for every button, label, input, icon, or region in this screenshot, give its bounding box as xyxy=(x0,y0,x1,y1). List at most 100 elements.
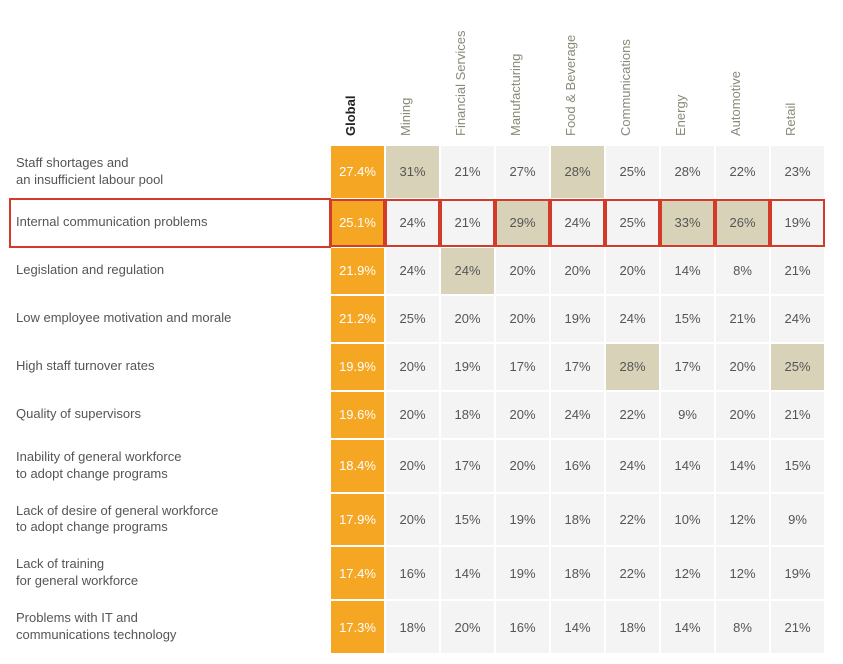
row-label: High staff turnover rates xyxy=(10,343,330,391)
column-header-label: Communications xyxy=(618,39,633,136)
data-cell: 18% xyxy=(386,601,439,653)
row-label: Internal communication problems xyxy=(10,199,330,247)
data-cell: 14% xyxy=(661,601,714,653)
data-cell: 25% xyxy=(606,146,659,198)
data-cell: 8% xyxy=(716,601,769,653)
data-cell: 22% xyxy=(606,547,659,599)
column-header-label: Global xyxy=(343,96,358,136)
data-cell: 20% xyxy=(386,392,439,438)
data-cell: 25% xyxy=(771,344,824,390)
row-label: Legislation and regulation xyxy=(10,247,330,295)
data-cell: 19.9% xyxy=(331,344,384,390)
data-cell: 20% xyxy=(716,344,769,390)
data-cell: 20% xyxy=(496,392,549,438)
data-cell: 21% xyxy=(771,248,824,294)
column-header-label: Manufacturing xyxy=(508,54,523,136)
column-header-label: Food & Beverage xyxy=(563,35,578,136)
column-header-label: Mining xyxy=(398,98,413,136)
data-cell: 24% xyxy=(606,296,659,342)
data-cell: 14% xyxy=(551,601,604,653)
data-cell: 20% xyxy=(496,248,549,294)
data-cell: 16% xyxy=(386,547,439,599)
data-cell: 24% xyxy=(386,248,439,294)
data-cell: 31% xyxy=(386,146,439,198)
data-cell: 21.9% xyxy=(331,248,384,294)
data-cell: 12% xyxy=(716,494,769,546)
data-cell: 18% xyxy=(551,547,604,599)
data-cell: 25% xyxy=(386,296,439,342)
data-cell: 22% xyxy=(606,494,659,546)
data-cell: 26% xyxy=(716,200,769,246)
row-label: Lack of desire of general workforce to a… xyxy=(10,493,330,547)
data-cell: 17% xyxy=(661,344,714,390)
data-cell: 20% xyxy=(496,440,549,492)
column-header-automotive: Automotive xyxy=(715,10,770,145)
column-header-global: Global xyxy=(330,10,385,145)
data-cell: 17.9% xyxy=(331,494,384,546)
data-cell: 27.4% xyxy=(331,146,384,198)
data-cell: 20% xyxy=(496,296,549,342)
data-cell: 12% xyxy=(661,547,714,599)
data-cell: 33% xyxy=(661,200,714,246)
column-header-manufacturing: Manufacturing xyxy=(495,10,550,145)
data-cell: 28% xyxy=(661,146,714,198)
data-cell: 18% xyxy=(606,601,659,653)
data-cell: 21.2% xyxy=(331,296,384,342)
data-cell: 25.1% xyxy=(331,200,384,246)
data-cell: 19% xyxy=(771,200,824,246)
data-cell: 20% xyxy=(441,601,494,653)
data-cell: 23% xyxy=(771,146,824,198)
data-cell: 14% xyxy=(441,547,494,599)
data-cell: 15% xyxy=(771,440,824,492)
data-cell: 27% xyxy=(496,146,549,198)
data-cell: 24% xyxy=(771,296,824,342)
data-cell: 14% xyxy=(716,440,769,492)
data-cell: 20% xyxy=(716,392,769,438)
column-header-label: Retail xyxy=(783,103,798,136)
data-cell: 18% xyxy=(441,392,494,438)
data-cell: 10% xyxy=(661,494,714,546)
data-cell: 19.6% xyxy=(331,392,384,438)
data-cell: 17% xyxy=(496,344,549,390)
data-cell: 19% xyxy=(441,344,494,390)
row-label: Lack of training for general workforce xyxy=(10,546,330,600)
data-cell: 20% xyxy=(386,344,439,390)
data-cell: 21% xyxy=(716,296,769,342)
data-cell: 17% xyxy=(441,440,494,492)
row-label: Staff shortages and an insufficient labo… xyxy=(10,145,330,199)
data-cell: 14% xyxy=(661,248,714,294)
data-cell: 24% xyxy=(441,248,494,294)
data-cell: 14% xyxy=(661,440,714,492)
data-cell: 19% xyxy=(496,547,549,599)
data-cell: 18.4% xyxy=(331,440,384,492)
data-cell: 19% xyxy=(496,494,549,546)
data-cell: 25% xyxy=(606,200,659,246)
column-header-energy: Energy xyxy=(660,10,715,145)
data-cell: 29% xyxy=(496,200,549,246)
data-cell: 28% xyxy=(606,344,659,390)
column-header-communications: Communications xyxy=(605,10,660,145)
data-cell: 16% xyxy=(551,440,604,492)
data-cell: 20% xyxy=(386,494,439,546)
data-cell: 20% xyxy=(386,440,439,492)
data-cell: 24% xyxy=(386,200,439,246)
column-header-financial: Financial Services xyxy=(440,10,495,145)
data-cell: 19% xyxy=(771,547,824,599)
data-cell: 24% xyxy=(551,200,604,246)
row-label: Problems with IT and communications tech… xyxy=(10,600,330,654)
data-cell: 21% xyxy=(771,601,824,653)
data-cell: 20% xyxy=(441,296,494,342)
header-corner xyxy=(10,10,330,145)
data-cell: 21% xyxy=(771,392,824,438)
data-cell: 17.3% xyxy=(331,601,384,653)
row-label: Inability of general workforce to adopt … xyxy=(10,439,330,493)
data-cell: 9% xyxy=(771,494,824,546)
data-cell: 16% xyxy=(496,601,549,653)
data-cell: 8% xyxy=(716,248,769,294)
data-cell: 19% xyxy=(551,296,604,342)
row-label: Low employee motivation and morale xyxy=(10,295,330,343)
data-cell: 12% xyxy=(716,547,769,599)
row-label: Quality of supervisors xyxy=(10,391,330,439)
data-cell: 17.4% xyxy=(331,547,384,599)
data-cell: 22% xyxy=(606,392,659,438)
